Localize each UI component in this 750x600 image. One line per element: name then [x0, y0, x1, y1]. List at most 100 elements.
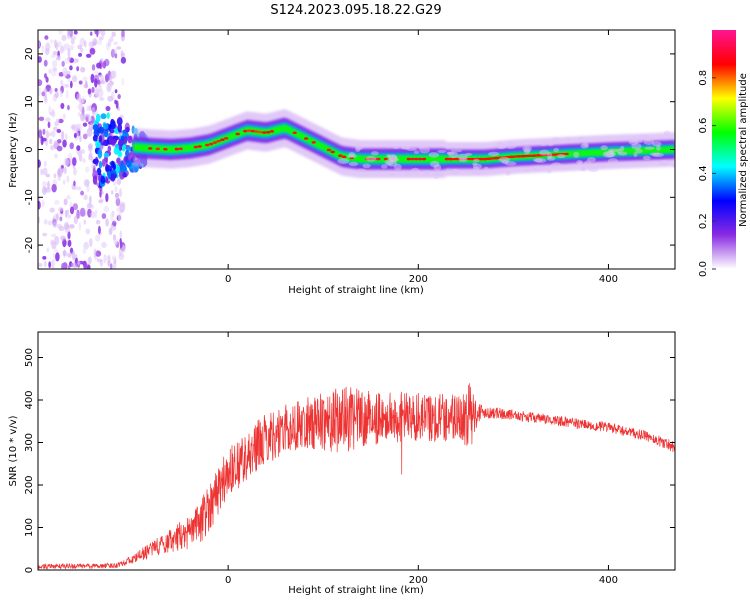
spectrogram-ytick-label: -10 [24, 189, 35, 205]
noise-blob [44, 35, 49, 40]
faint-blob [413, 150, 420, 154]
noise-blob [89, 238, 93, 248]
noise-blob [54, 153, 58, 159]
noise-blob [69, 224, 75, 229]
transition-blob [125, 126, 130, 133]
noise-blob [88, 195, 92, 204]
noise-blob [60, 235, 66, 241]
noise-blob [94, 78, 98, 88]
noise-blob [121, 52, 126, 58]
ridge-core [246, 129, 252, 132]
transition-blob [92, 158, 99, 164]
transition-blob [108, 135, 114, 145]
noise-blob [57, 139, 62, 144]
transition-blob [113, 147, 120, 155]
noise-blob [45, 117, 51, 122]
faint-blob [546, 156, 556, 161]
spectrogram-ytick-label: 0 [24, 146, 35, 152]
faint-blob [534, 158, 547, 163]
spectrogram-xtick-label: 200 [409, 274, 428, 285]
noise-blob [94, 209, 98, 218]
noise-blob [43, 96, 48, 104]
noise-blob [69, 80, 73, 89]
ridge-core [178, 147, 183, 151]
noise-blob [51, 108, 55, 116]
noise-blob [50, 144, 55, 151]
noise-blob [102, 60, 107, 69]
ridge-core [163, 147, 168, 151]
noise-blob [51, 184, 57, 193]
noise-blob [107, 254, 111, 263]
ridge-core [311, 141, 316, 144]
noise-blob [119, 241, 123, 249]
noise-blob [83, 241, 89, 250]
faint-blob [371, 151, 379, 156]
noise-blob [114, 48, 117, 54]
noise-blob [42, 232, 48, 237]
noise-blob [118, 253, 125, 261]
noise-blob [41, 45, 45, 53]
faint-blob [450, 168, 461, 175]
noise-blob [98, 199, 104, 204]
snr-xtick-label: 200 [409, 575, 428, 586]
noise-blob [93, 70, 99, 75]
noise-blob [93, 248, 97, 258]
ridge-core [303, 137, 309, 140]
noise-blob [101, 158, 106, 167]
noise-blob [100, 58, 104, 62]
noise-blob [77, 104, 82, 110]
noise-blob [42, 255, 47, 260]
noise-blob [42, 180, 46, 188]
faint-blob [531, 165, 544, 172]
faint-blob [550, 162, 562, 169]
noise-blob [59, 90, 63, 98]
transition-blob [109, 129, 115, 134]
faint-blob [649, 152, 661, 156]
noise-blob [103, 205, 110, 213]
noise-blob [114, 193, 119, 200]
faint-blob [546, 167, 552, 174]
noise-blob [67, 214, 71, 219]
noise-blob [48, 68, 52, 74]
noise-blob [67, 104, 70, 111]
noise-blob [38, 79, 43, 87]
noise-blob [101, 213, 107, 220]
ridge-core [414, 157, 419, 161]
transition-blob [119, 164, 127, 173]
noise-blob [67, 239, 72, 248]
noise-blob [115, 197, 121, 207]
faint-blob [450, 149, 463, 153]
snr-xlabel: Height of straight line (km) [288, 585, 424, 596]
noise-blob [86, 105, 91, 112]
noise-blob [72, 263, 78, 269]
noise-blob [96, 62, 102, 69]
ridge-core [174, 147, 180, 151]
faint-blob [651, 141, 662, 147]
faint-blob [487, 151, 500, 157]
noise-blob [76, 145, 81, 151]
transition-blob [116, 117, 123, 126]
faint-blob [659, 160, 669, 167]
noise-blob [64, 43, 70, 51]
faint-blob [505, 170, 511, 176]
noise-blob [109, 212, 115, 222]
snr-ytick-label: 0 [24, 567, 35, 573]
transition-blob [95, 113, 101, 123]
snr-ytick-label: 300 [24, 433, 35, 452]
noise-blob [114, 89, 118, 94]
noise-blob [90, 73, 95, 84]
noise-blob [111, 31, 116, 38]
noise-blob [53, 248, 59, 253]
noise-blob [73, 167, 77, 176]
noise-blob [111, 226, 117, 231]
transition-blob [100, 175, 106, 184]
noise-blob [114, 186, 118, 193]
noise-blob [55, 42, 59, 51]
transition-blob [118, 146, 123, 151]
noise-blob [78, 52, 82, 57]
noise-blob [54, 88, 58, 92]
noise-blob [83, 194, 88, 201]
transition-blob [97, 149, 103, 159]
noise-blob [38, 116, 45, 121]
figure-title: S124.2023.095.18.22.G29 [270, 3, 441, 18]
